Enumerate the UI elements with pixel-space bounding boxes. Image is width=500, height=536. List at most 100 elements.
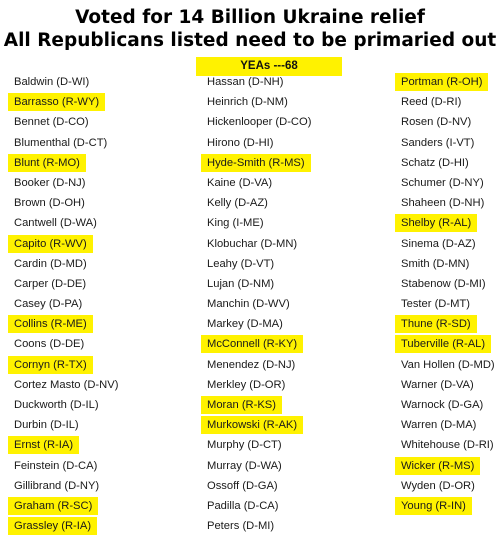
senator-list-item: Carper (D-DE) bbox=[8, 274, 188, 294]
senator-list-item: Durbin (D-IL) bbox=[8, 415, 188, 435]
senator-list-item: Tuberville (R-AL) bbox=[395, 334, 500, 354]
senator-list-item: Thune (R-SD) bbox=[395, 314, 500, 334]
title-line-1: Voted for 14 Billion Ukraine relief bbox=[75, 7, 425, 28]
senator-name: Markey (D-MA) bbox=[207, 318, 283, 331]
senator-name: Peters (D-MI) bbox=[207, 520, 275, 533]
senator-name-highlighted: Blunt (R-MO) bbox=[8, 153, 86, 172]
senator-list-item: Hyde-Smith (R-MS) bbox=[201, 153, 381, 173]
senator-name-highlighted: Capito (R-WV) bbox=[8, 234, 93, 253]
senator-list-item: Grassley (R-IA) bbox=[8, 516, 188, 536]
senator-name: Brown (D-OH) bbox=[14, 197, 85, 210]
senator-name: Kelly (D-AZ) bbox=[207, 197, 268, 210]
senator-name-highlighted: Ernst (R-IA) bbox=[8, 436, 80, 455]
senator-list-item: Schumer (D-NY) bbox=[395, 173, 500, 193]
senator-name: Smith (D-MN) bbox=[401, 257, 470, 270]
senator-list-item: Blumenthal (D-CT) bbox=[8, 133, 188, 153]
senator-list-item: Booker (D-NJ) bbox=[8, 173, 188, 193]
senator-list-item: Hassan (D-NH) bbox=[201, 72, 381, 92]
senator-name-highlighted: Barrasso (R-WY) bbox=[8, 93, 106, 112]
senator-name: Rosen (D-NV) bbox=[401, 116, 472, 129]
senator-list-item: Stabenow (D-MI) bbox=[395, 274, 500, 294]
senator-name: Menendez (D-NJ) bbox=[207, 358, 296, 371]
senator-list-item: Lujan (D-NM) bbox=[201, 274, 381, 294]
senator-name: Reed (D-RI) bbox=[401, 96, 462, 109]
senator-list-item: Van Hollen (D-MD) bbox=[395, 355, 500, 375]
senator-list-item: Warren (D-MA) bbox=[395, 415, 500, 435]
senator-list-item: Manchin (D-WV) bbox=[201, 294, 381, 314]
senator-name: Cantwell (D-WA) bbox=[14, 217, 97, 230]
senator-list-item: Tester (D-MT) bbox=[395, 294, 500, 314]
senator-list-item: Shelby (R-AL) bbox=[395, 213, 500, 233]
senator-list-item: Sinema (D-AZ) bbox=[395, 234, 500, 254]
senator-list-item: McConnell (R-KY) bbox=[201, 334, 381, 354]
senator-list-item: Leahy (D-VT) bbox=[201, 254, 381, 274]
senator-list-item: Murray (D-WA) bbox=[201, 456, 381, 476]
senator-list-item: Collins (R-ME) bbox=[8, 314, 188, 334]
senator-list-item: Sanders (I-VT) bbox=[395, 133, 500, 153]
senator-name: Klobuchar (D-MN) bbox=[207, 237, 298, 250]
senator-list-item: Padilla (D-CA) bbox=[201, 496, 381, 516]
senator-name-highlighted: Collins (R-ME) bbox=[8, 315, 93, 334]
senator-name: Sinema (D-AZ) bbox=[401, 237, 476, 250]
senator-list-item: Shaheen (D-NH) bbox=[395, 193, 500, 213]
senator-list-item: Duckworth (D-IL) bbox=[8, 395, 188, 415]
senator-name: Hickenlooper (D-CO) bbox=[207, 116, 312, 129]
senator-list-item: Brown (D-OH) bbox=[8, 193, 188, 213]
senator-list-item: Markey (D-MA) bbox=[201, 314, 381, 334]
senator-name: Stabenow (D-MI) bbox=[401, 277, 486, 290]
senator-name: Hirono (D-HI) bbox=[207, 136, 274, 149]
senator-name: Warner (D-VA) bbox=[401, 378, 474, 391]
senator-list-item: Casey (D-PA) bbox=[8, 294, 188, 314]
senator-list-item: Klobuchar (D-MN) bbox=[201, 234, 381, 254]
senator-name: Whitehouse (D-RI) bbox=[401, 439, 494, 452]
senator-name: Sanders (I-VT) bbox=[401, 136, 475, 149]
senator-name: Cardin (D-MD) bbox=[14, 257, 87, 270]
senator-list-item: Gillibrand (D-NY) bbox=[8, 476, 188, 496]
senator-list-item: Murkowski (R-AK) bbox=[201, 415, 381, 435]
senator-list-item: Barrasso (R-WY) bbox=[8, 92, 188, 112]
senator-name-highlighted: Tuberville (R-AL) bbox=[395, 335, 492, 354]
senator-list-item: Warner (D-VA) bbox=[395, 375, 500, 395]
senator-name-highlighted: Murkowski (R-AK) bbox=[201, 416, 304, 435]
senator-list-item: Cardin (D-MD) bbox=[8, 254, 188, 274]
senator-name: Leahy (D-VT) bbox=[207, 257, 275, 270]
senator-name: Schatz (D-HI) bbox=[401, 156, 469, 169]
senator-name: Feinstein (D-CA) bbox=[14, 459, 98, 472]
senator-name: Manchin (D-WV) bbox=[207, 298, 290, 311]
senator-name: Warnock (D-GA) bbox=[401, 399, 484, 411]
senator-name: Warren (D-MA) bbox=[401, 419, 477, 432]
senator-list-item: Whitehouse (D-RI) bbox=[395, 435, 500, 455]
senator-name: Cortez Masto (D-NV) bbox=[14, 378, 119, 391]
senator-list-item: Wicker (R-MS) bbox=[395, 456, 500, 476]
senator-name: Heinrich (D-NM) bbox=[207, 96, 288, 109]
senator-list-item: Wyden (D-OR) bbox=[395, 476, 500, 496]
senator-name: King (I-ME) bbox=[207, 217, 264, 230]
senator-name: Murray (D-WA) bbox=[207, 459, 282, 472]
page-title: Voted for 14 Billion Ukraine relief All … bbox=[0, 6, 500, 52]
senator-list-item: Murphy (D-CT) bbox=[201, 435, 381, 455]
senator-list-item: Kelly (D-AZ) bbox=[201, 193, 381, 213]
senator-list-item: Merkley (D-OR) bbox=[201, 375, 381, 395]
senator-list-item: Menendez (D-NJ) bbox=[201, 355, 381, 375]
senator-list-item: Peters (D-MI) bbox=[201, 516, 381, 536]
senator-name: Ossoff (D-GA) bbox=[207, 479, 278, 492]
title-line-2: All Republicans listed need to be primar… bbox=[3, 30, 497, 51]
senator-name: Padilla (D-CA) bbox=[207, 499, 279, 512]
senator-name: Murphy (D-CT) bbox=[207, 439, 282, 452]
senator-name: Carper (D-DE) bbox=[14, 277, 87, 290]
senator-name: Gillibrand (D-NY) bbox=[14, 479, 100, 492]
senator-name-highlighted: Thune (R-SD) bbox=[395, 315, 477, 334]
senator-name: Casey (D-PA) bbox=[14, 298, 83, 311]
senator-name: Wyden (D-OR) bbox=[401, 479, 475, 492]
senator-list-item: Schatz (D-HI) bbox=[395, 153, 500, 173]
senator-name: Shaheen (D-NH) bbox=[401, 197, 485, 210]
senator-column-2: Hassan (D-NH) Heinrich (D-NM) Hickenlooper… bbox=[201, 72, 381, 536]
senator-name-highlighted: McConnell (R-KY) bbox=[201, 335, 304, 354]
senator-list-item: Baldwin (D-WI) bbox=[8, 72, 188, 92]
senator-list-item: Feinstein (D-CA) bbox=[8, 456, 188, 476]
senator-list-item: Bennet (D-CO) bbox=[8, 112, 188, 132]
senator-column-1: Baldwin (D-WI) Barrasso (R-WY) Bennet (D-C… bbox=[8, 72, 188, 536]
senator-name-highlighted: Wicker (R-MS) bbox=[395, 456, 481, 475]
senator-name: Durbin (D-IL) bbox=[14, 419, 79, 432]
senator-list-item: Cornyn (R-TX) bbox=[8, 355, 188, 375]
